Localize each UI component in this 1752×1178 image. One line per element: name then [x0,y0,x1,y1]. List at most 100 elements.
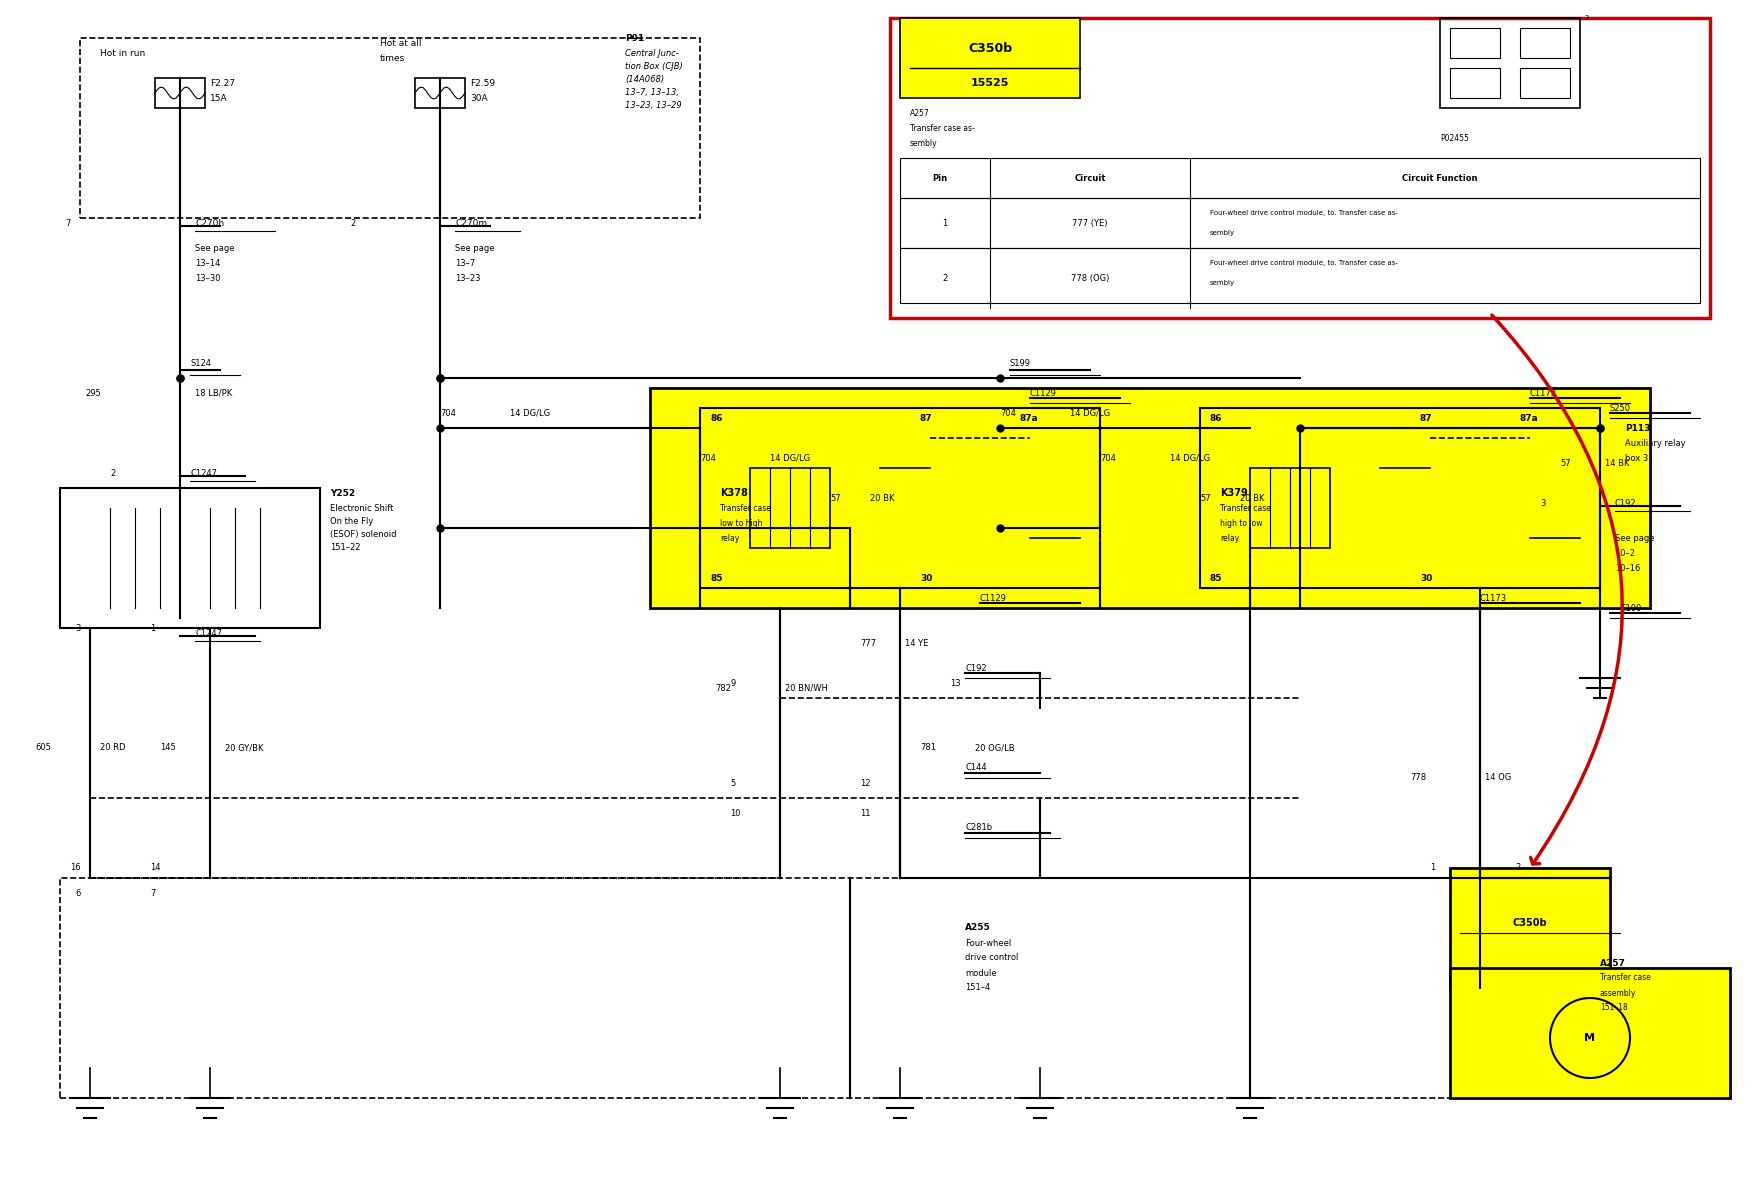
Text: relay: relay [720,534,739,543]
Text: 13–23, 13–29: 13–23, 13–29 [625,100,682,110]
Text: 85: 85 [710,574,722,582]
Bar [901,158,1699,198]
Text: C1129: C1129 [979,594,1007,602]
Text: 151–4: 151–4 [965,984,990,993]
Text: 14 OG: 14 OG [1486,774,1512,782]
Text: C1247: C1247 [189,469,217,477]
Bar [890,18,1710,318]
Text: Auxiliary relay: Auxiliary relay [1626,438,1685,448]
Text: 18 LB/PK: 18 LB/PK [194,389,233,397]
Text: Four-wheel: Four-wheel [965,939,1011,947]
Text: 20 BK: 20 BK [1240,494,1265,503]
Text: 7: 7 [65,218,70,227]
Text: A255: A255 [965,924,990,933]
Text: 2: 2 [1586,15,1589,21]
Text: S124: S124 [189,358,210,368]
Text: K379: K379 [1219,488,1247,498]
Text: 15525: 15525 [971,78,1009,88]
Text: 10–2: 10–2 [1615,549,1635,557]
Text: 145: 145 [159,743,175,753]
Text: 2: 2 [1515,863,1521,873]
Text: assembly: assembly [1600,988,1636,998]
Text: 13: 13 [950,679,960,688]
Text: 30: 30 [920,574,932,582]
Text: P91: P91 [625,33,645,42]
Bar [1440,18,1580,108]
Text: Four-wheel drive control module, to. Transfer case as-: Four-wheel drive control module, to. Tra… [1211,260,1398,266]
Bar [1451,868,1610,988]
Text: 13–23: 13–23 [456,273,480,283]
Text: Transfer case: Transfer case [720,503,771,512]
Text: P113: P113 [1626,424,1650,432]
Text: 295: 295 [86,389,102,397]
Text: sembly: sembly [1211,280,1235,286]
FancyArrowPatch shape [1493,315,1622,863]
Bar [60,488,321,628]
Text: 86: 86 [1211,413,1223,423]
Text: 14 DG/LG: 14 DG/LG [510,409,550,417]
Text: On the Fly: On the Fly [329,516,373,525]
Text: Circuit: Circuit [1074,173,1106,183]
Bar [750,468,830,548]
Text: Four-wheel drive control module, to. Transfer case as-: Four-wheel drive control module, to. Tra… [1211,210,1398,216]
Text: See page: See page [456,244,494,252]
Text: drive control: drive control [965,953,1018,962]
Text: 778 (OG): 778 (OG) [1070,273,1109,283]
Text: Transfer case: Transfer case [1600,973,1650,982]
Text: times: times [380,53,405,62]
Bar [415,78,464,108]
Text: M: M [1584,1033,1596,1043]
Text: 30: 30 [1421,574,1433,582]
Text: module: module [965,968,997,978]
Text: 13–7, 13–13,: 13–7, 13–13, [625,87,680,97]
Text: 777: 777 [860,638,876,648]
Text: C281b: C281b [965,823,992,833]
Text: 20 GY/BK: 20 GY/BK [224,743,263,753]
Text: 704: 704 [701,454,717,463]
Text: 20 RD: 20 RD [100,743,126,753]
Text: sembly: sembly [909,139,937,147]
Text: 12: 12 [860,779,871,788]
Text: 15A: 15A [210,93,228,102]
Text: 1: 1 [1430,863,1435,873]
Text: K378: K378 [720,488,748,498]
Text: S250: S250 [1610,404,1631,412]
Text: high to low: high to low [1219,518,1263,528]
Text: A257: A257 [1600,959,1626,967]
Bar [1249,468,1330,548]
Text: Hot at all: Hot at all [380,39,422,47]
Text: 87: 87 [1421,413,1433,423]
Text: 20 BN/WH: 20 BN/WH [785,683,829,693]
Bar [1451,968,1729,1098]
Text: 704: 704 [1100,454,1116,463]
Text: S199: S199 [1009,358,1030,368]
Text: 5: 5 [731,779,736,788]
Text: C1247: C1247 [194,629,223,637]
Text: Y252: Y252 [329,489,356,497]
Text: 777 (YE): 777 (YE) [1072,218,1107,227]
Text: Electronic Shift: Electronic Shift [329,503,394,512]
Bar [650,388,1650,608]
Text: 85: 85 [1211,574,1223,582]
Text: 1: 1 [943,218,948,227]
Text: 57: 57 [1200,494,1211,503]
Text: 87a: 87a [1020,413,1039,423]
Text: 151–18: 151–18 [1600,1004,1628,1013]
Text: See page: See page [194,244,235,252]
Text: 778: 778 [1410,774,1426,782]
Bar [901,198,1699,249]
Text: 6: 6 [75,888,81,898]
Text: 1: 1 [151,623,156,633]
Bar [1451,28,1500,58]
Text: C350b: C350b [967,41,1013,54]
Text: F2.59: F2.59 [470,79,496,87]
Text: 14: 14 [151,863,161,873]
Bar [81,38,701,218]
Text: Circuit Function: Circuit Function [1402,173,1477,183]
Text: See page: See page [1615,534,1654,543]
Text: 57: 57 [830,494,841,503]
Text: C270m: C270m [456,218,487,227]
Text: C270h: C270h [194,218,224,227]
Text: 9: 9 [731,679,736,688]
Text: 605: 605 [35,743,51,753]
